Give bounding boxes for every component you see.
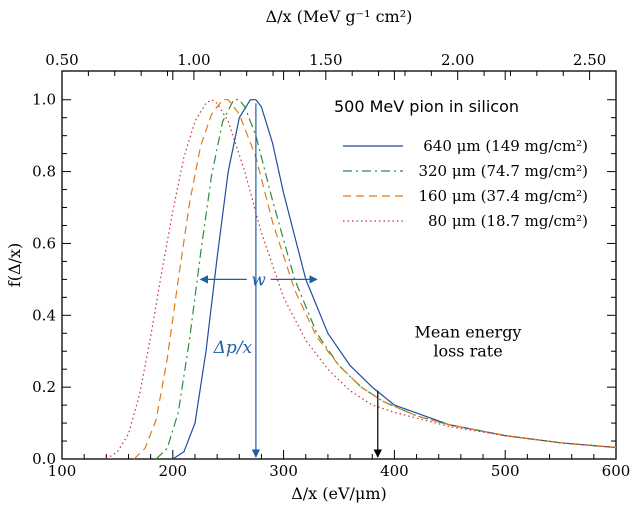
y-tick-label: 0.2 — [32, 378, 56, 396]
x-tick-label: 400 — [380, 462, 409, 480]
y-tick-label: 1.0 — [32, 91, 56, 109]
peak-label: Δp/x — [213, 338, 253, 358]
x-tick-label: 200 — [158, 462, 187, 480]
x-axis-title: Δ/x (eV/μm) — [291, 484, 387, 503]
x-tick-label: 100 — [48, 462, 77, 480]
axes: 100 200 300 400 500 600 0.50 1.00 1.50 2.00 2.50 0.… — [32, 51, 630, 480]
y-axis-title: f(Δ/x) — [5, 243, 24, 287]
series-line-1 — [172, 99, 617, 460]
y-tick-label: 0.8 — [32, 163, 56, 181]
x2-tick-label: 0.50 — [45, 51, 78, 69]
legend-label-3: 160 μm (37.4 mg/cm²) — [418, 187, 588, 205]
x2-tick-label: 2.00 — [441, 51, 474, 69]
y-tick-label: 0.4 — [32, 306, 56, 324]
x2-tick-label: 2.50 — [573, 51, 606, 69]
x2-axis-title: Δ/x (MeV g⁻¹ cm²) — [266, 7, 413, 26]
y-tick-label: 0.6 — [32, 234, 56, 252]
legend: 640 μm (149 mg/cm²) 320 μm (74.7 mg/cm²) 1… — [343, 137, 588, 230]
mean-label-line2: loss rate — [433, 341, 502, 360]
width-label: w — [251, 270, 266, 290]
legend-label-4: 80 μm (18.7 mg/cm²) — [428, 212, 588, 230]
legend-label-1: 640 μm (149 mg/cm²) — [423, 137, 588, 155]
plot-frame — [61, 70, 617, 460]
x-tick-label: 600 — [602, 462, 631, 480]
x2-tick-label: 1.00 — [177, 51, 210, 69]
series-line-4 — [105, 99, 617, 460]
x2-tick-label: 1.50 — [309, 51, 342, 69]
legend-title: 500 MeV pion in silicon — [334, 97, 519, 116]
y-tick-label: 0.0 — [32, 450, 56, 468]
x-tick-label: 300 — [269, 462, 298, 480]
legend-label-2: 320 μm (74.7 mg/cm²) — [418, 162, 588, 180]
x-tick-label: 500 — [491, 462, 520, 480]
mean-label-line1: Mean energy — [415, 322, 522, 341]
